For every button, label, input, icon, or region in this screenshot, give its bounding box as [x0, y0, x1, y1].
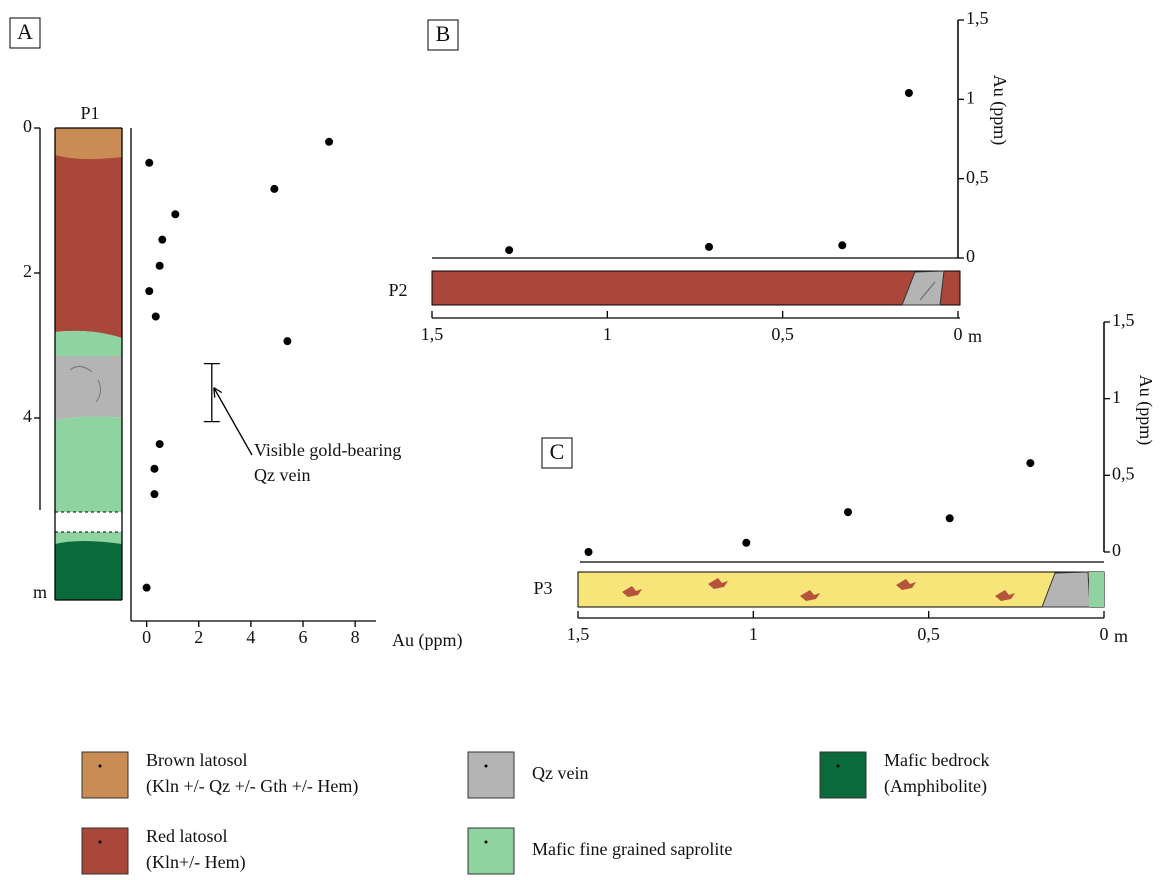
legend-label: (Kln+/- Hem) — [146, 852, 246, 873]
y-axis-label: Au (ppm) — [989, 75, 1010, 146]
data-point — [171, 210, 180, 219]
x-tick-label: 0 — [1100, 624, 1109, 644]
legend-dot — [98, 840, 102, 844]
panel-box — [541, 437, 573, 469]
x-tick-label: 8 — [351, 627, 360, 647]
profile-label: P1 — [80, 103, 99, 123]
x-tick-label: 4 — [246, 627, 255, 647]
annotation-text: Visible gold-bearing — [254, 440, 401, 460]
legend-swatch — [81, 751, 129, 799]
y-tick-label: 0,5 — [1112, 463, 1135, 483]
data-point — [145, 158, 154, 167]
profile-label: P3 — [533, 578, 552, 598]
data-point — [584, 548, 593, 556]
x-tick-label: 0,5 — [771, 324, 794, 344]
y-tick-label: 1 — [1112, 387, 1121, 407]
data-point — [151, 312, 160, 321]
panel-label: A — [17, 19, 33, 44]
legend-label: Mafic fine grained saprolite — [532, 839, 732, 859]
x-axis-label: m — [968, 326, 982, 346]
data-point — [1026, 459, 1035, 468]
legend-label: Mafic bedrock — [884, 750, 989, 770]
x-tick-label: 1,5 — [421, 324, 444, 344]
data-point — [742, 538, 751, 547]
x-tick-label: 2 — [194, 627, 203, 647]
x-tick-label: 0 — [142, 627, 151, 647]
data-point — [142, 583, 151, 592]
profile-column — [54, 127, 123, 601]
legend-dot — [836, 764, 840, 768]
y-tick-label: 1 — [966, 87, 975, 107]
x-axis-label: m — [1114, 626, 1128, 646]
x-tick-label: 1 — [603, 324, 612, 344]
data-point — [838, 241, 847, 250]
y-tick-label: 1,5 — [1112, 310, 1135, 330]
x-tick-label: 0 — [954, 324, 963, 344]
legend-label: (Amphibolite) — [884, 776, 987, 797]
profile-bar — [431, 270, 961, 306]
annotation-arrow — [213, 387, 253, 456]
data-point — [150, 490, 159, 499]
data-point — [705, 242, 714, 251]
data-point — [904, 88, 913, 97]
legend-swatch — [467, 827, 515, 875]
x-tick-label: 1 — [749, 624, 758, 644]
panel-label: B — [436, 21, 451, 46]
panel-label: C — [550, 439, 565, 464]
data-point — [155, 261, 164, 270]
panel-box — [9, 17, 41, 49]
legend-swatch — [467, 751, 515, 799]
legend-dot — [484, 764, 488, 768]
legend-swatch — [81, 827, 129, 875]
x-axis-label: Au (ppm) — [392, 630, 463, 651]
data-point — [270, 184, 279, 193]
annotation-bracket — [203, 362, 220, 423]
y-tick-label: 0,5 — [966, 167, 989, 187]
data-point — [945, 514, 954, 523]
y-tick-label: 0 — [966, 246, 975, 266]
data-point — [505, 246, 514, 255]
legend-swatch — [819, 751, 867, 799]
y-axis-label: m — [33, 582, 47, 602]
y-tick-label: 0 — [23, 116, 32, 136]
data-point — [145, 287, 154, 296]
legend-label: Brown latosol — [146, 750, 248, 770]
data-point — [150, 464, 159, 473]
legend-dot — [98, 764, 102, 768]
legend-label: Red latosol — [146, 826, 228, 846]
legend-dot — [484, 840, 488, 844]
x-tick-label: 1,5 — [567, 624, 590, 644]
y-tick-label: 0 — [1112, 540, 1121, 560]
legend-label: Qz vein — [532, 763, 588, 783]
y-axis-label: Au (ppm) — [1135, 375, 1156, 446]
data-point — [155, 440, 164, 449]
y-tick-label: 2 — [23, 261, 32, 281]
data-point — [844, 508, 853, 517]
y-tick-label: 4 — [23, 406, 32, 426]
annotation-text: Qz vein — [254, 465, 310, 485]
panel-box — [427, 19, 459, 51]
profile-label: P2 — [388, 280, 407, 300]
data-point — [158, 235, 167, 244]
y-tick-label: 1,5 — [966, 8, 989, 28]
data-point — [325, 137, 334, 146]
data-point — [283, 337, 292, 346]
x-tick-label: 6 — [299, 627, 308, 647]
profile-bar — [577, 571, 1105, 608]
x-tick-label: 0,5 — [917, 624, 940, 644]
legend-label: (Kln +/- Qz +/- Gth +/- Hem) — [146, 776, 358, 797]
